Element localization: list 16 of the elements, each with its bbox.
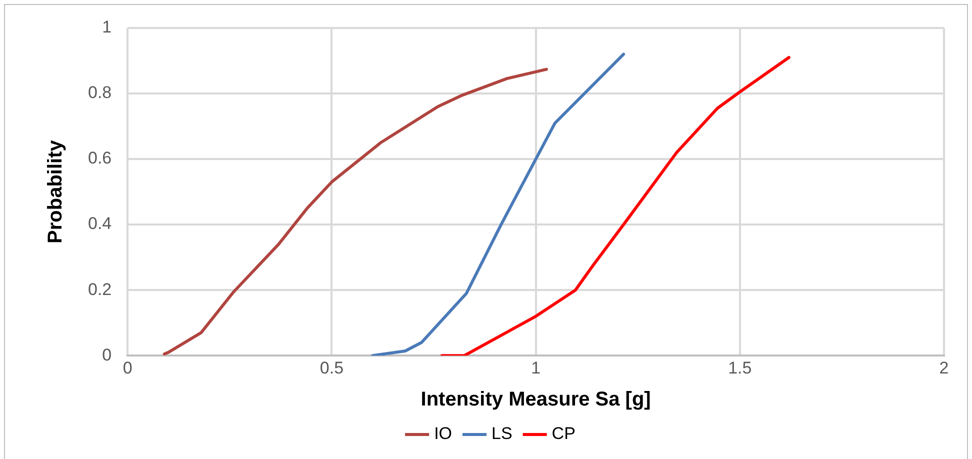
x-tick-label: 2 <box>939 358 949 378</box>
legend-label: CP <box>552 424 576 444</box>
x-tick-label: 0.5 <box>320 358 344 378</box>
y-axis-title: Probability <box>44 139 67 244</box>
y-tick-label: 0 <box>102 345 112 364</box>
x-tick-label: 0 <box>122 358 132 378</box>
x-tick-label: 1.5 <box>728 358 752 378</box>
y-tick-label: 0.4 <box>88 214 112 234</box>
y-tick-label: 0.2 <box>88 280 112 299</box>
legend-label: IO <box>434 424 452 444</box>
y-tick-label: 0.6 <box>88 148 112 168</box>
y-tick-label: 0.8 <box>88 83 112 102</box>
x-axis-title: Intensity Measure Sa [g] <box>420 388 651 411</box>
y-tick-label: 1 <box>102 18 112 37</box>
x-tick-label: 1 <box>531 358 541 378</box>
legend-label: LS <box>492 424 512 444</box>
